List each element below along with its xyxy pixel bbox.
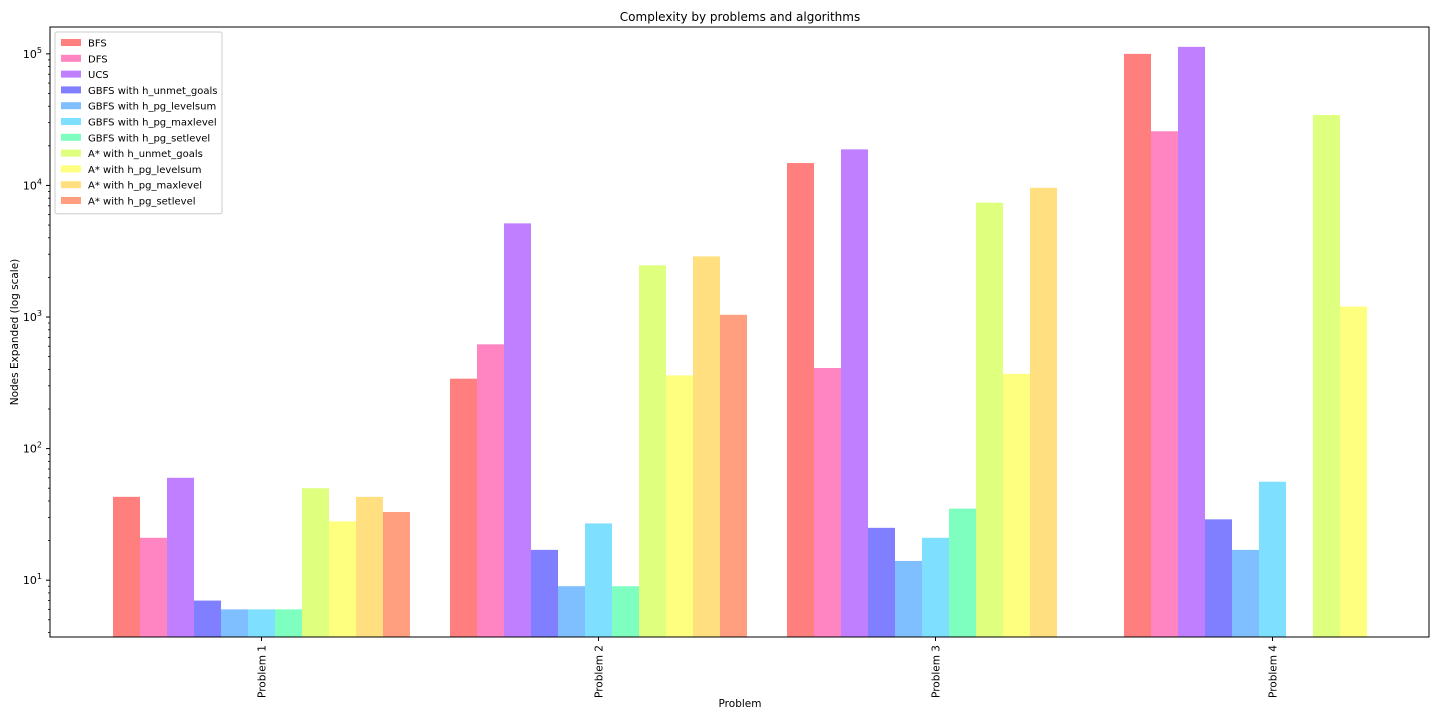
legend-swatch (61, 133, 81, 141)
y-tick-label: 101 (23, 572, 42, 587)
y-tick-label: 105 (23, 46, 42, 61)
bar (504, 223, 531, 638)
legend-label: GBFS with h_pg_maxlevel (88, 118, 217, 129)
legend-swatch (61, 118, 81, 125)
legend-label: A* with h_unmet_goals (88, 149, 203, 160)
legend-swatch (61, 197, 81, 204)
bar (140, 537, 167, 637)
bar (868, 527, 895, 637)
legend-box (54, 31, 223, 215)
y-axis: 101 102 103 104 105 (23, 46, 50, 633)
bar (666, 375, 693, 637)
bar (787, 163, 814, 638)
bar (167, 477, 194, 637)
x-tick-label: Problem 4 (1268, 645, 1280, 698)
bar (531, 549, 558, 637)
chart-title: Complexity by problems and algorithms (620, 10, 860, 24)
x-axis: Problem 1 Problem 2 Problem 3 Problem 4 (257, 637, 1280, 698)
x-axis-label: Problem (719, 698, 762, 710)
bar (1124, 53, 1151, 638)
bar (1313, 115, 1340, 637)
bar (248, 609, 275, 637)
bar (194, 600, 221, 637)
bar (922, 537, 949, 637)
legend-label: UCS (88, 70, 109, 81)
legend-swatch (61, 39, 81, 46)
x-tick-label: Problem 1 (257, 645, 269, 698)
bar (949, 508, 976, 637)
bar (976, 202, 1003, 637)
bar (1151, 131, 1178, 637)
legend-label: DFS (88, 54, 108, 65)
bar (612, 586, 639, 637)
legend-label: A* with h_pg_maxlevel (88, 181, 202, 192)
y-tick-label: 104 (23, 177, 42, 192)
bar (450, 378, 477, 637)
bar (221, 609, 248, 637)
legend-swatch (61, 54, 81, 62)
bars-layer (113, 46, 1367, 638)
bar (113, 496, 140, 637)
bar (477, 344, 504, 637)
bar (693, 256, 720, 637)
bar (356, 496, 383, 637)
legend: BFS DFS UCS GBFS with h_unmet_goals GBFS wit… (54, 31, 223, 215)
legend-swatch (61, 70, 81, 78)
legend-label: A* with h_pg_levelsum (88, 165, 202, 176)
legend-swatch (61, 86, 81, 94)
bar (1232, 549, 1259, 637)
legend-label: GBFS with h_pg_levelsum (88, 102, 216, 113)
bar (302, 488, 329, 637)
bar (1030, 187, 1057, 637)
x-tick-label: Problem 2 (594, 645, 606, 698)
bar (585, 523, 612, 637)
legend-label: GBFS with h_unmet_goals (88, 86, 218, 97)
legend-swatch (61, 181, 81, 189)
legend-swatch (61, 149, 81, 157)
bar (329, 521, 356, 637)
legend-swatch (61, 165, 81, 173)
bar (1340, 306, 1367, 637)
legend-label: BFS (88, 39, 107, 50)
bar (1178, 46, 1205, 638)
bar (1259, 481, 1286, 637)
plot-frame (49, 26, 1430, 638)
bar (558, 586, 585, 637)
bar (275, 609, 302, 637)
legend-label: A* with h_pg_setlevel (88, 197, 196, 208)
y-tick-label: 102 (23, 441, 42, 456)
bar (720, 314, 747, 637)
y-axis-label: Nodes Expanded (log scale) (9, 259, 21, 406)
bar (1003, 373, 1030, 637)
legend-label: GBFS with h_pg_setlevel (88, 133, 210, 144)
bar (895, 560, 922, 637)
bar (814, 367, 841, 637)
legend-swatch (61, 102, 81, 110)
bar (383, 511, 410, 637)
bar (639, 265, 666, 637)
x-tick-label: Problem 3 (931, 645, 943, 698)
bar (1205, 519, 1232, 637)
bar (841, 149, 868, 637)
y-tick-label: 103 (23, 309, 42, 324)
